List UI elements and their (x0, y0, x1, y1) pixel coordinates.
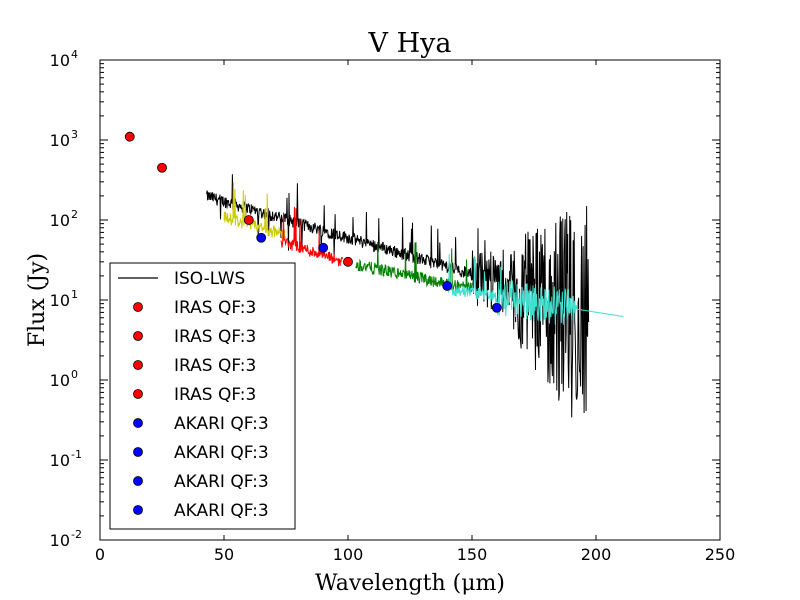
data-point-akari (491, 302, 502, 313)
legend-label: IRAS QF:3 (174, 327, 256, 347)
legend-label: IRAS QF:3 (174, 298, 256, 318)
legend-label: IRAS QF:3 (174, 385, 256, 405)
y-tick-label: 10 (50, 51, 70, 70)
legend-label: ISO-LWS (174, 269, 245, 289)
x-axis-ticks: 0 50 100 150 200 250 (95, 60, 735, 564)
x-tick-label: 100 (333, 545, 364, 564)
y-tick-exponent: 4 (71, 48, 78, 61)
legend-marker-swatch (133, 418, 143, 428)
y-tick-label: 10 (50, 131, 70, 150)
x-axis-label: Wavelength (μm) (315, 571, 505, 596)
data-point-iras (157, 162, 167, 173)
y-tick-exponent: 0 (71, 368, 78, 381)
x-tick-label: 0 (95, 545, 105, 564)
legend-marker-swatch (133, 302, 143, 312)
legend-marker-swatch (133, 447, 143, 457)
y-tick-label: 10 (50, 531, 70, 550)
x-tick-label: 150 (457, 545, 488, 564)
y-tick-exponent: -2 (71, 528, 82, 541)
photometry-markers (124, 131, 502, 313)
legend: ISO-LWS IRAS QF:3 IRAS QF:3 IRAS QF:3 IRAS Q… (109, 262, 296, 530)
x-tick-label: 50 (214, 545, 234, 564)
y-axis-label: Flux (Jy) (25, 253, 50, 347)
chart-title: V Hya (368, 28, 452, 59)
legend-label: AKARI QF:3 (174, 443, 269, 463)
data-point-akari (256, 232, 267, 243)
y-tick-exponent: 3 (71, 128, 78, 141)
legend-label: AKARI QF:3 (174, 414, 269, 434)
y-tick-exponent: -1 (71, 448, 82, 461)
series-line-detector-band-green (354, 242, 473, 295)
data-point-iras (243, 215, 254, 225)
data-point-akari (442, 281, 453, 291)
legend-marker-swatch (133, 389, 143, 399)
series-line-iso-lws (206, 174, 590, 418)
series-line-detector-band-yellow (223, 182, 286, 241)
legend-marker-swatch (133, 360, 143, 370)
y-tick-exponent: 2 (71, 208, 78, 221)
legend-label: AKARI QF:3 (174, 501, 269, 521)
legend-label: IRAS QF:3 (174, 356, 256, 376)
y-tick-label: 10 (50, 451, 70, 470)
data-point-iras (343, 256, 353, 267)
data-point-iras (124, 131, 135, 142)
series-line-detector-band-red (280, 206, 343, 267)
y-tick-label: 10 (50, 371, 70, 390)
y-tick-label: 10 (50, 211, 70, 230)
spectra-lines (206, 174, 624, 418)
legend-marker-swatch (133, 505, 143, 515)
x-tick-label: 250 (705, 545, 736, 564)
y-tick-label: 10 (50, 291, 70, 310)
legend-label: AKARI QF:3 (174, 472, 269, 492)
y-tick-exponent: 1 (71, 288, 78, 301)
legend-marker-swatch (133, 476, 143, 486)
series-line-detector-band-turquoise (446, 254, 624, 325)
legend-marker-swatch (133, 331, 143, 341)
data-point-akari (318, 242, 329, 253)
x-tick-label: 200 (581, 545, 612, 564)
